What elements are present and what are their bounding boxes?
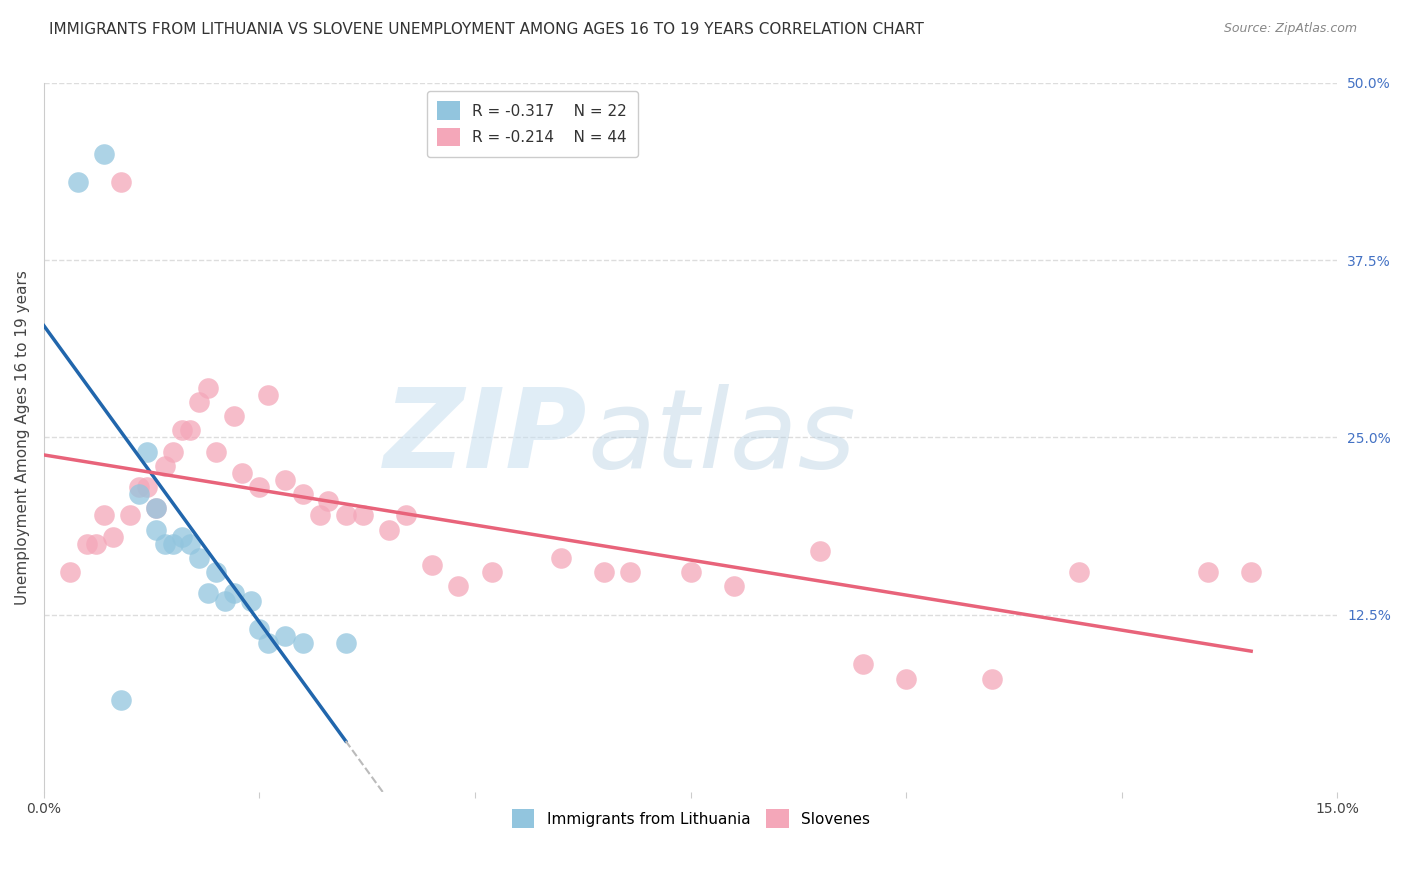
Point	[257, 636, 280, 650]
Point	[222, 409, 245, 424]
Point	[249, 480, 271, 494]
Point	[170, 530, 193, 544]
Point	[93, 508, 115, 523]
Point	[162, 444, 184, 458]
Text: ZIP: ZIP	[384, 384, 588, 491]
Point	[619, 565, 641, 579]
Point	[896, 672, 918, 686]
Text: IMMIGRANTS FROM LITHUANIA VS SLOVENE UNEMPLOYMENT AMONG AGES 16 TO 19 YEARS CORR: IMMIGRANTS FROM LITHUANIA VS SLOVENE UNE…	[49, 22, 924, 37]
Point	[395, 508, 418, 523]
Text: atlas: atlas	[588, 384, 856, 491]
Point	[308, 508, 330, 523]
Point	[318, 494, 340, 508]
Point	[291, 487, 314, 501]
Point	[128, 480, 150, 494]
Point	[145, 501, 167, 516]
Point	[170, 423, 193, 437]
Point	[1067, 565, 1090, 579]
Point	[67, 175, 90, 189]
Point	[197, 381, 219, 395]
Point	[128, 487, 150, 501]
Point	[93, 146, 115, 161]
Point	[153, 537, 176, 551]
Point	[679, 565, 702, 579]
Point	[110, 175, 132, 189]
Point	[136, 480, 159, 494]
Point	[335, 636, 357, 650]
Point	[447, 579, 470, 593]
Point	[162, 537, 184, 551]
Point	[335, 508, 357, 523]
Point	[257, 388, 280, 402]
Point	[76, 537, 98, 551]
Point	[291, 636, 314, 650]
Point	[188, 395, 211, 409]
Point	[378, 523, 401, 537]
Point	[145, 501, 167, 516]
Point	[179, 423, 201, 437]
Point	[981, 672, 1004, 686]
Point	[274, 629, 297, 643]
Point	[808, 544, 831, 558]
Point	[550, 551, 572, 566]
Point	[723, 579, 745, 593]
Text: Source: ZipAtlas.com: Source: ZipAtlas.com	[1223, 22, 1357, 36]
Point	[205, 565, 228, 579]
Point	[110, 693, 132, 707]
Point	[852, 657, 875, 672]
Point	[481, 565, 503, 579]
Point	[101, 530, 124, 544]
Point	[153, 458, 176, 473]
Point	[239, 593, 262, 607]
Point	[231, 466, 253, 480]
Point	[197, 586, 219, 600]
Point	[352, 508, 374, 523]
Point	[249, 622, 271, 636]
Point	[84, 537, 107, 551]
Point	[136, 444, 159, 458]
Point	[145, 523, 167, 537]
Point	[222, 586, 245, 600]
Point	[593, 565, 616, 579]
Point	[214, 593, 236, 607]
Point	[205, 444, 228, 458]
Point	[1197, 565, 1219, 579]
Y-axis label: Unemployment Among Ages 16 to 19 years: Unemployment Among Ages 16 to 19 years	[15, 270, 30, 605]
Point	[59, 565, 82, 579]
Point	[188, 551, 211, 566]
Point	[420, 558, 443, 572]
Point	[179, 537, 201, 551]
Point	[1240, 565, 1263, 579]
Point	[120, 508, 142, 523]
Point	[274, 473, 297, 487]
Legend: Immigrants from Lithuania, Slovenes: Immigrants from Lithuania, Slovenes	[505, 803, 876, 834]
